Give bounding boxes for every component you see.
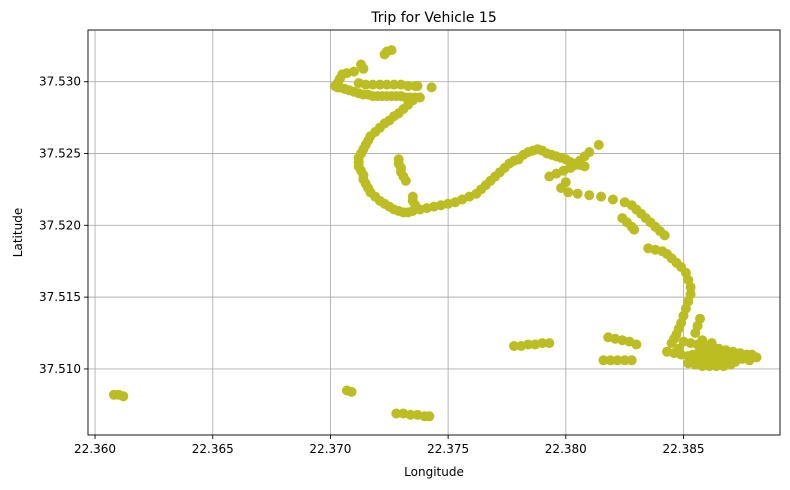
data-point xyxy=(509,341,519,351)
data-point xyxy=(572,188,583,199)
data-point xyxy=(685,282,696,293)
data-point xyxy=(584,190,595,201)
data-point xyxy=(751,352,762,363)
x-tick-label: 22.370 xyxy=(309,442,351,456)
data-point xyxy=(687,349,698,360)
data-point xyxy=(360,79,371,90)
data-point xyxy=(706,338,717,349)
data-point xyxy=(673,343,684,354)
x-tick-label: 22.375 xyxy=(427,442,469,456)
x-tick-label: 22.385 xyxy=(662,442,704,456)
data-point xyxy=(537,338,548,349)
data-point xyxy=(619,355,630,366)
data-point xyxy=(702,352,712,363)
data-point xyxy=(346,386,357,397)
y-tick-label: 37.515 xyxy=(39,290,81,304)
data-point xyxy=(598,355,609,366)
data-point xyxy=(400,175,411,186)
data-point xyxy=(612,355,623,366)
y-tick-label: 37.530 xyxy=(39,75,81,89)
data-point xyxy=(711,361,722,372)
x-axis-label: Longitude xyxy=(404,465,464,479)
grid-lines xyxy=(88,30,780,435)
data-point xyxy=(605,355,616,366)
data-point xyxy=(607,194,618,205)
data-point xyxy=(596,191,607,202)
data-point xyxy=(381,79,392,90)
chart-title: Trip for Vehicle 15 xyxy=(370,10,497,26)
data-point xyxy=(593,139,604,150)
data-point xyxy=(118,391,129,402)
data-point xyxy=(424,411,435,422)
data-point xyxy=(563,187,574,198)
data-point xyxy=(379,49,390,60)
data-point xyxy=(358,63,369,74)
data-point xyxy=(389,79,399,90)
data-point xyxy=(374,79,385,90)
axis-ticks: 22.360 22.365 22.370 22.375 22.380 22.385 37.5… xyxy=(39,75,704,456)
data-point xyxy=(629,224,640,235)
x-tick-label: 22.380 xyxy=(545,442,587,456)
data-point xyxy=(697,335,708,346)
data-point xyxy=(690,328,701,338)
y-tick-label: 37.525 xyxy=(39,147,81,161)
data-point xyxy=(367,79,378,90)
data-point xyxy=(626,355,637,366)
data-point xyxy=(391,408,402,419)
data-point xyxy=(412,81,423,91)
data-point xyxy=(697,361,708,372)
data-point xyxy=(523,339,534,350)
y-tick-label: 37.510 xyxy=(39,362,81,376)
data-point xyxy=(631,339,642,350)
data-point xyxy=(659,230,670,241)
data-point xyxy=(405,409,416,420)
data-point xyxy=(584,147,595,158)
data-point xyxy=(403,81,414,91)
x-tick-label: 22.365 xyxy=(192,442,234,456)
plot-frame xyxy=(87,29,781,436)
data-point xyxy=(666,338,677,349)
data-point xyxy=(704,361,715,372)
data-point xyxy=(426,82,437,93)
x-tick-label: 22.360 xyxy=(74,442,116,456)
data-point xyxy=(544,338,555,349)
y-tick-label: 37.520 xyxy=(39,218,81,232)
data-points xyxy=(108,45,762,422)
y-axis-label: Latitude xyxy=(11,208,25,257)
